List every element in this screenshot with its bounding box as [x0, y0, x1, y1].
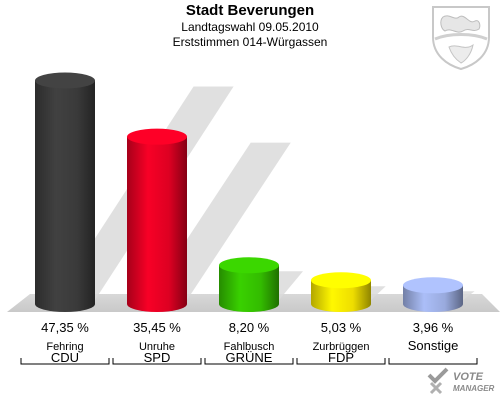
party-label: FDP — [328, 350, 354, 365]
value-label: 8,20 % — [229, 320, 270, 335]
chart-title: Stadt Beverungen — [185, 2, 315, 19]
logo-text-manager: MANAGER — [453, 384, 495, 393]
bar-top — [127, 128, 187, 145]
label-bracket — [296, 358, 386, 365]
coat-of-arms-icon — [432, 6, 490, 71]
chart-subtitle-election: Landtagswahl 09.05.2010 — [181, 20, 319, 34]
candidate-label: Fehring — [46, 341, 83, 353]
label-bracket — [388, 358, 478, 365]
value-label: 3,96 % — [413, 320, 454, 335]
value-label: 35,45 % — [133, 320, 181, 335]
label-bracket — [112, 358, 202, 365]
bar-top — [35, 72, 95, 89]
bar-grne — [219, 265, 279, 312]
bar-top — [219, 257, 279, 274]
votemanager-logo: VOTE MANAGER — [427, 367, 495, 395]
party-label: GRÜNE — [226, 350, 273, 365]
candidate-label: Fahlbusch — [224, 341, 275, 353]
bar-top — [403, 277, 463, 294]
bar-fdp — [311, 280, 371, 312]
party-label: SPD — [144, 350, 171, 365]
value-label: 5,03 % — [321, 320, 362, 335]
bar-top — [311, 272, 371, 289]
label-bracket — [204, 358, 294, 365]
candidate-label: Zurbrüggen — [313, 341, 370, 353]
chart-header: Stadt Beverungen Landtagswahl 09.05.2010… — [0, 2, 500, 50]
chart-subtitle-district: Erststimmen 014-Würgassen — [172, 35, 328, 49]
value-label: 47,35 % — [41, 320, 89, 335]
candidate-label: Unruhe — [139, 341, 175, 353]
party-label: CDU — [51, 350, 79, 365]
label-bracket — [20, 358, 110, 365]
bar-cdu — [35, 80, 95, 313]
party-label: Sonstige — [408, 338, 459, 353]
logo-text-vote: VOTE — [453, 371, 484, 383]
bar-spd — [127, 136, 187, 312]
